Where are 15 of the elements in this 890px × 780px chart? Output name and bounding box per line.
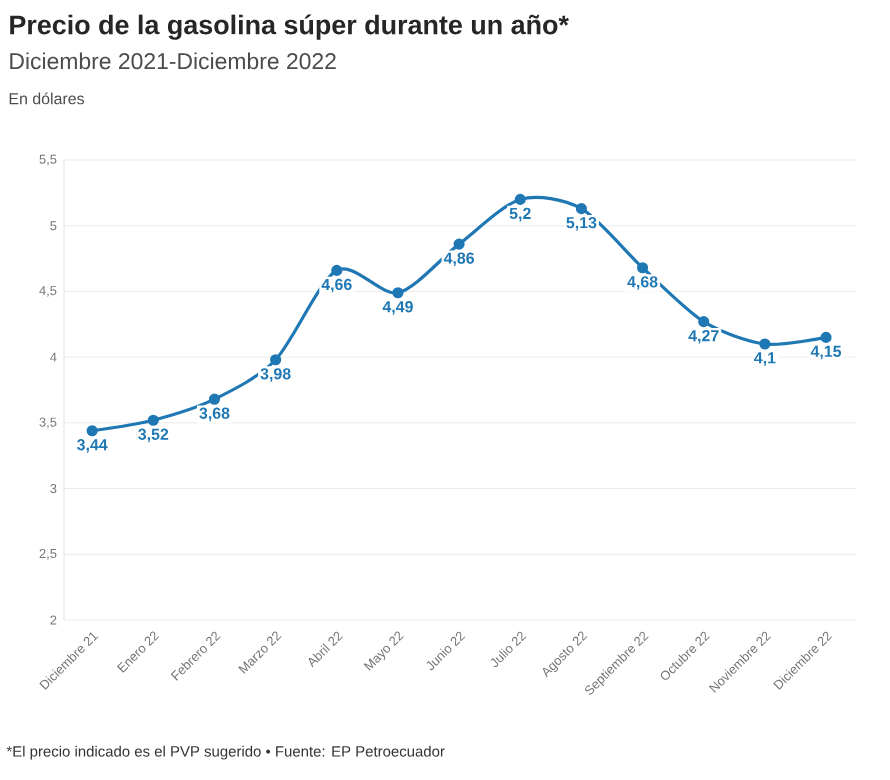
point [147, 414, 159, 426]
point [208, 393, 221, 405]
point [514, 193, 526, 206]
point [86, 425, 98, 437]
point [759, 338, 771, 350]
chart-title: Precio de la gasolina súper durante un año* [10, 14, 569, 40]
point [270, 354, 282, 366]
point [575, 203, 587, 215]
point [636, 262, 649, 274]
point [453, 238, 465, 250]
point [331, 264, 343, 276]
point [698, 316, 710, 328]
point [820, 331, 832, 344]
point [392, 287, 404, 299]
chart-subtitle: Diciembre 2021-Diciembre 2022 [10, 52, 336, 70]
